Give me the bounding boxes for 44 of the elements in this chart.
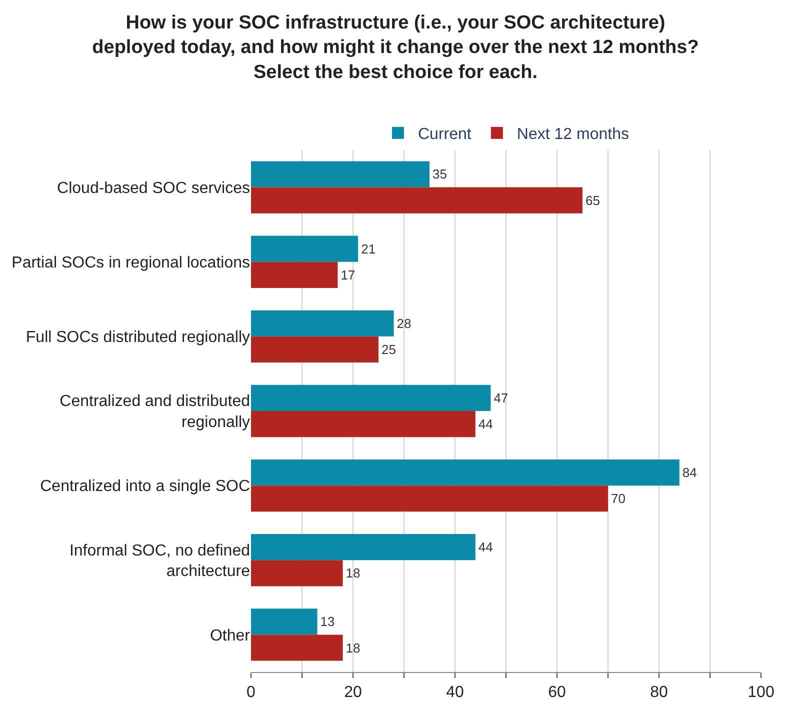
- data-label: 28: [396, 316, 412, 331]
- y-tick-label: Partial SOCs in regional locations: [12, 254, 250, 272]
- bar: [251, 560, 343, 586]
- bar: [251, 534, 476, 560]
- bar: [251, 161, 430, 188]
- bar: [251, 187, 582, 214]
- data-label: 25: [382, 342, 396, 357]
- data-label: 13: [320, 614, 335, 630]
- bar: [251, 262, 338, 288]
- bar: [251, 486, 608, 512]
- bar: [251, 634, 343, 661]
- x-tick-label: 20: [344, 684, 362, 702]
- bar: [251, 310, 394, 336]
- bar: [251, 236, 358, 262]
- y-tick-label: Other: [210, 627, 251, 644]
- y-tick-label: Cloud-based SOC services: [57, 180, 250, 197]
- x-tick-label: 40: [446, 684, 464, 702]
- x-tick-label: 100: [748, 684, 774, 702]
- data-label: 18: [346, 640, 360, 656]
- bar: [251, 608, 318, 635]
- data-label: 65: [586, 192, 600, 208]
- legend-label: Next 12 months: [516, 126, 629, 144]
- y-tick-label: Centralized and distributed regionally: [60, 393, 250, 431]
- data-label: 44: [478, 540, 493, 555]
- bar: [251, 411, 476, 438]
- y-tick-label: Centralized into a single SOC: [40, 478, 250, 496]
- chart-title: How is your SOC infrastructure (i.e., your SOC architecture) deployed today, and how might it change over the next 12 months? Select the best choice for each.: [92, 12, 699, 83]
- data-label: 18: [346, 566, 360, 581]
- data-label: 17: [340, 267, 356, 282]
- x-tick-label: 80: [650, 684, 668, 702]
- data-label: 70: [611, 491, 626, 506]
- y-tick-label: Informal SOC, no defined architecture: [69, 542, 250, 580]
- bar: [251, 459, 680, 486]
- x-tick-label: 0: [246, 684, 256, 702]
- x-tick-label: 60: [548, 684, 566, 702]
- data-label: 47: [494, 390, 508, 406]
- bar: [251, 384, 491, 411]
- data-label: 84: [682, 465, 697, 480]
- data-label: 21: [361, 241, 376, 256]
- y-tick-label: Full SOCs distributed regionally: [26, 329, 250, 346]
- data-label: 35: [432, 166, 447, 182]
- data-label: 44: [478, 416, 493, 432]
- legend-label: Current: [418, 126, 472, 144]
- bar: [251, 336, 378, 363]
